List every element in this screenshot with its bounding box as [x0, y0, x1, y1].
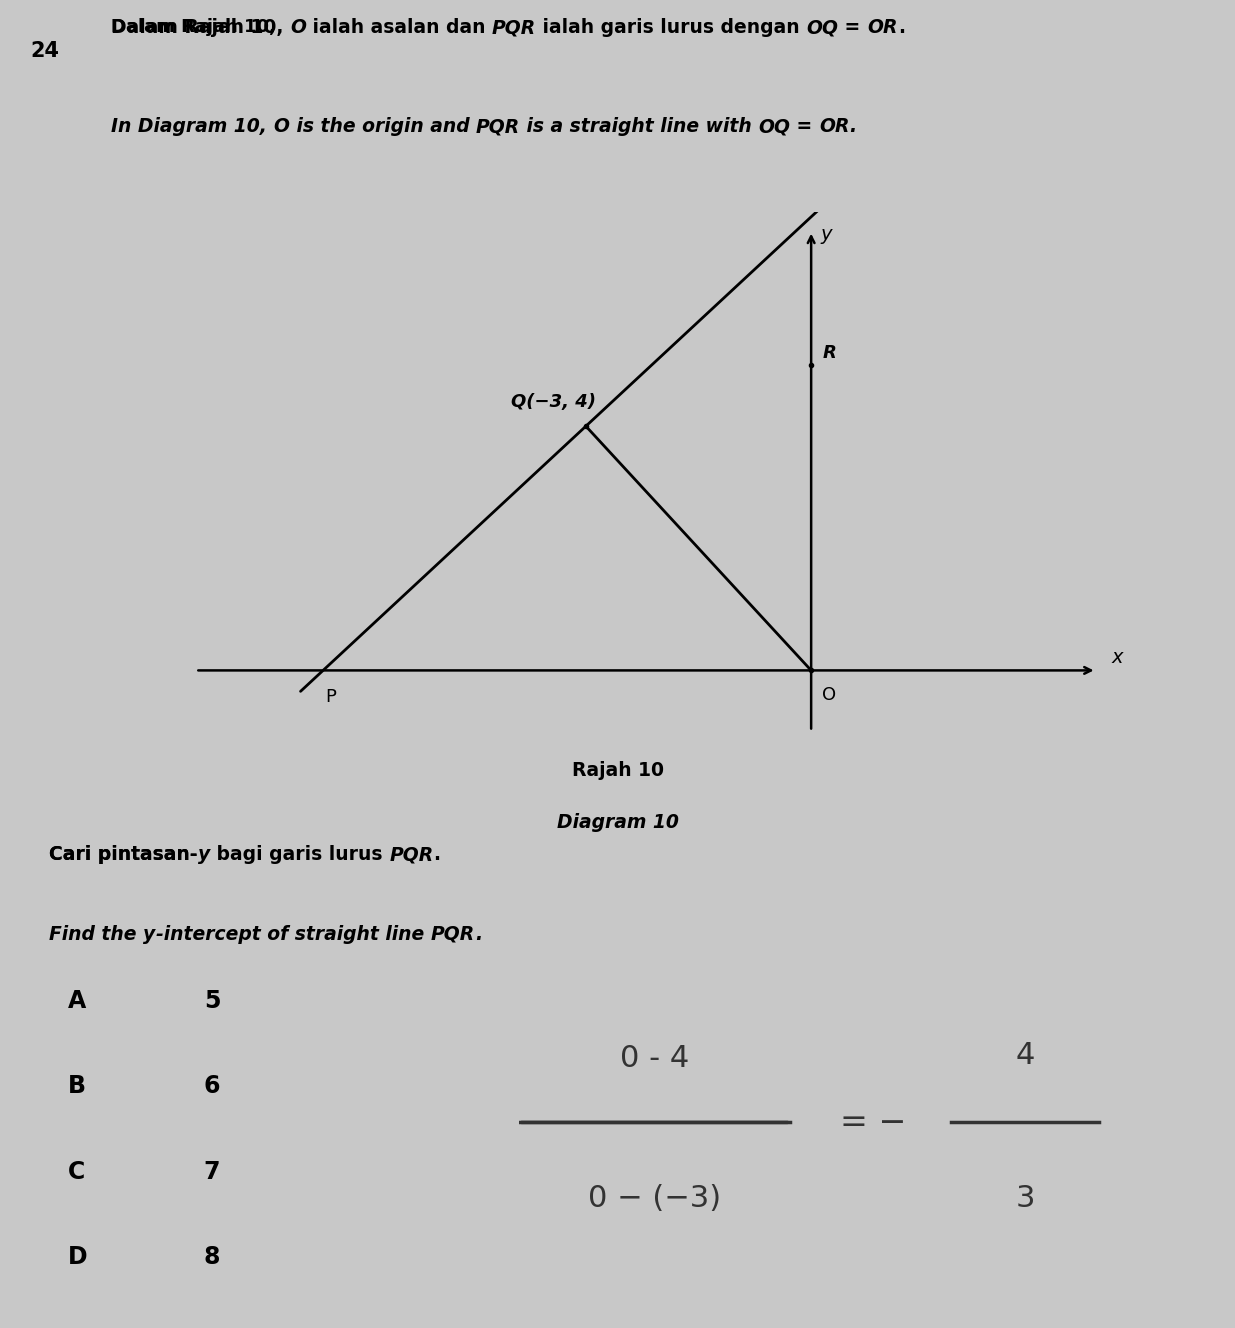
- Text: OR: OR: [819, 117, 850, 137]
- Text: 5: 5: [204, 989, 220, 1013]
- Text: Dalam Rajah 10,: Dalam Rajah 10,: [111, 19, 290, 37]
- Text: .: .: [474, 924, 482, 944]
- Text: ialah garis lurus dengan: ialah garis lurus dengan: [536, 19, 806, 37]
- Text: 0 - 4: 0 - 4: [620, 1044, 689, 1073]
- Text: OQ: OQ: [806, 19, 839, 37]
- Text: y: y: [143, 924, 156, 944]
- Text: P: P: [325, 688, 336, 705]
- Text: Cari pintasan-y bagi garis lurus PQR.: Cari pintasan-y bagi garis lurus PQR.: [49, 845, 441, 865]
- Text: Rajah 10: Rajah 10: [572, 761, 663, 780]
- Text: y: y: [820, 224, 831, 244]
- Text: PQR: PQR: [389, 845, 433, 865]
- Text: Find the: Find the: [49, 924, 143, 944]
- Text: 8: 8: [204, 1246, 220, 1270]
- Text: Dalam Rajah 10,: Dalam Rajah 10,: [111, 19, 283, 36]
- Text: .: .: [898, 19, 905, 37]
- Text: is the origin and: is the origin and: [289, 117, 475, 137]
- Text: C: C: [68, 1159, 85, 1183]
- Text: is a straight line with: is a straight line with: [520, 117, 758, 137]
- Text: 3: 3: [1015, 1185, 1035, 1214]
- Text: = −: = −: [840, 1106, 906, 1139]
- Text: .: .: [433, 845, 441, 865]
- Text: O: O: [823, 685, 836, 704]
- Text: 6: 6: [204, 1074, 220, 1098]
- Text: OQ: OQ: [758, 117, 790, 137]
- Text: 24: 24: [31, 41, 59, 61]
- Text: PQR: PQR: [431, 924, 474, 944]
- Text: R: R: [823, 344, 836, 363]
- Text: A: A: [68, 989, 86, 1013]
- Text: 7: 7: [204, 1159, 220, 1183]
- Text: 0 − (−3): 0 − (−3): [588, 1185, 721, 1214]
- Text: Q(−3, 4): Q(−3, 4): [511, 393, 595, 410]
- Text: B: B: [68, 1074, 86, 1098]
- Text: ialah asalan dan: ialah asalan dan: [306, 19, 492, 37]
- Text: y: y: [198, 845, 210, 865]
- Text: .: .: [850, 117, 857, 137]
- Text: Diagram 10: Diagram 10: [557, 813, 678, 831]
- Text: =: =: [839, 19, 867, 37]
- Text: O: O: [273, 117, 289, 137]
- Text: Cari pintasan-: Cari pintasan-: [49, 845, 198, 865]
- Text: bagi garis lurus: bagi garis lurus: [210, 845, 389, 865]
- Text: -intercept of straight line: -intercept of straight line: [156, 924, 431, 944]
- Text: =: =: [790, 117, 819, 137]
- Text: PQR: PQR: [475, 117, 520, 137]
- Text: Dalam Rajah 10,    ialah asalan dan     ialah garis lurus dengan     =    .: Dalam Rajah 10, ialah asalan dan ialah g…: [111, 19, 790, 36]
- Text: PQR: PQR: [492, 19, 536, 37]
- Text: 4: 4: [1015, 1041, 1035, 1070]
- Text: OR: OR: [867, 19, 898, 37]
- Text: x: x: [1112, 648, 1123, 668]
- Text: In Diagram 10,: In Diagram 10,: [111, 117, 273, 137]
- Text: O: O: [290, 19, 306, 37]
- Text: D: D: [68, 1246, 88, 1270]
- Text: Cari pintasan-: Cari pintasan-: [49, 845, 198, 865]
